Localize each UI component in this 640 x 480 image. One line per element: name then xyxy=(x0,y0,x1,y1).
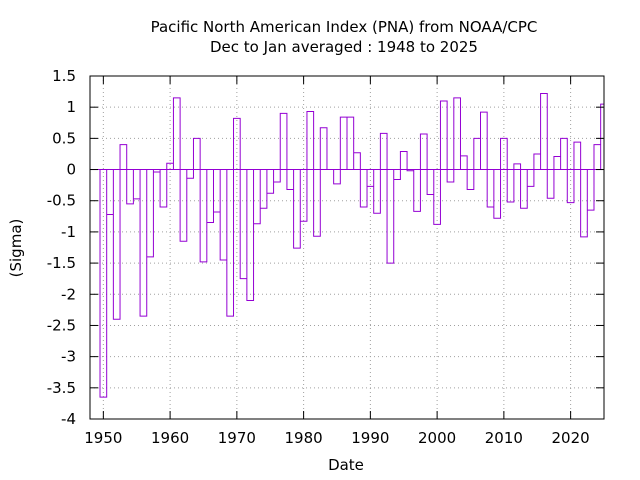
x-tick-label: 1970 xyxy=(218,429,256,447)
y-tick-label: -2 xyxy=(61,285,76,303)
axis-ticks: 1.5 1 0.5 0 -0.5 -1 -1.5 -2 -2.5 -3 -3.5 -4 1950 1960… xyxy=(47,67,604,447)
x-axis-label: Date xyxy=(328,456,364,474)
y-tick-label: -1 xyxy=(61,223,76,241)
x-tick-label: 2020 xyxy=(552,429,590,447)
y-tick-label: -4 xyxy=(61,410,76,428)
x-tick-label: 1950 xyxy=(84,429,122,447)
y-tick-label: -2.5 xyxy=(47,316,76,334)
chart-title: Pacific North American Index (PNA) from … xyxy=(151,18,538,36)
x-tick-label: 1980 xyxy=(285,429,323,447)
x-tick-label: 2000 xyxy=(418,429,456,447)
y-tick-label: -1.5 xyxy=(47,254,76,272)
y-tick-label: -3 xyxy=(61,348,76,366)
y-tick-label: 1 xyxy=(66,98,76,116)
grid-lines xyxy=(90,76,604,419)
y-tick-label: -0.5 xyxy=(47,192,76,210)
y-tick-label: 1.5 xyxy=(52,67,76,85)
y-axis-label: (Sigma) xyxy=(7,219,25,278)
chart-subtitle: Dec to Jan averaged : 1948 to 2025 xyxy=(210,38,478,56)
x-tick-label: 2010 xyxy=(485,429,523,447)
x-tick-label: 1960 xyxy=(151,429,189,447)
y-tick-label: 0 xyxy=(66,161,76,179)
pna-series-line xyxy=(93,92,605,398)
y-tick-label: 0.5 xyxy=(52,129,76,147)
y-tick-label: -3.5 xyxy=(47,379,76,397)
plot-border xyxy=(89,75,605,420)
x-tick-label: 1990 xyxy=(351,429,389,447)
